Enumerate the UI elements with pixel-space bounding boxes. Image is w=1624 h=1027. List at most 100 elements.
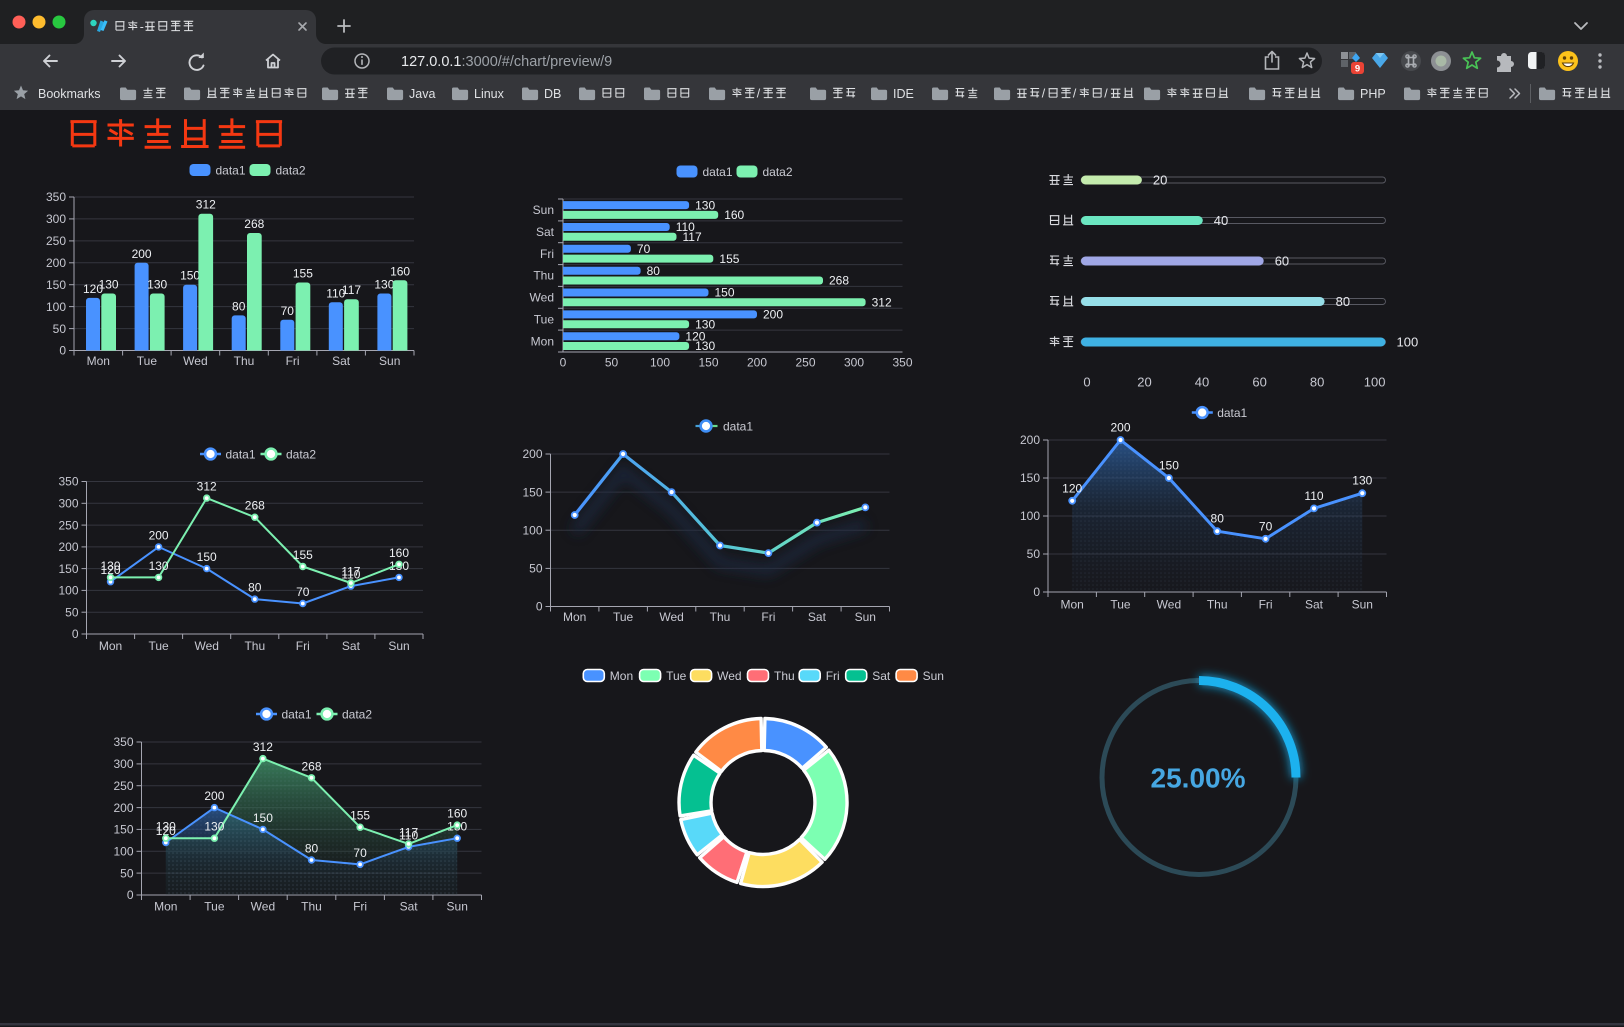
svg-text:130: 130 bbox=[204, 820, 224, 834]
svg-text:268: 268 bbox=[301, 759, 321, 773]
svg-text:100: 100 bbox=[58, 584, 78, 598]
svg-text:312: 312 bbox=[253, 740, 273, 754]
svg-text:Mon: Mon bbox=[1061, 598, 1084, 612]
svg-text:150: 150 bbox=[522, 485, 542, 499]
svg-text:0: 0 bbox=[72, 627, 79, 641]
svg-text:160: 160 bbox=[724, 208, 744, 222]
svg-text:/: / bbox=[1042, 87, 1046, 101]
svg-text:data1: data1 bbox=[703, 165, 733, 179]
svg-text:70: 70 bbox=[296, 585, 310, 599]
svg-text:160: 160 bbox=[447, 807, 467, 821]
svg-text:Wed: Wed bbox=[717, 669, 741, 683]
svg-text:40: 40 bbox=[1214, 213, 1228, 228]
svg-text:312: 312 bbox=[872, 296, 892, 310]
svg-text:Wed: Wed bbox=[194, 639, 218, 653]
svg-text:117: 117 bbox=[342, 283, 361, 297]
svg-text:Fri: Fri bbox=[296, 639, 310, 653]
svg-text:Sat: Sat bbox=[342, 639, 361, 653]
svg-text:data1: data1 bbox=[723, 419, 753, 433]
svg-text:100: 100 bbox=[1397, 335, 1419, 350]
svg-text:0: 0 bbox=[59, 344, 66, 358]
svg-text:70: 70 bbox=[281, 304, 295, 318]
svg-text:155: 155 bbox=[350, 809, 370, 823]
svg-text:Sun: Sun bbox=[1352, 598, 1373, 612]
svg-text:Sun: Sun bbox=[379, 354, 400, 368]
svg-text:/: / bbox=[757, 87, 761, 101]
svg-text:200: 200 bbox=[204, 789, 224, 803]
svg-text:data1: data1 bbox=[1217, 406, 1247, 420]
svg-text:155: 155 bbox=[293, 267, 313, 281]
svg-text:60: 60 bbox=[1275, 254, 1289, 269]
svg-text:250: 250 bbox=[46, 234, 66, 248]
svg-text:Thu: Thu bbox=[301, 900, 322, 914]
svg-text:Wed: Wed bbox=[251, 900, 275, 914]
svg-text:80: 80 bbox=[248, 581, 262, 595]
svg-text:155: 155 bbox=[719, 252, 739, 266]
svg-text:80: 80 bbox=[305, 842, 319, 856]
svg-text:Sun: Sun bbox=[447, 900, 468, 914]
svg-text:150: 150 bbox=[197, 550, 217, 564]
svg-text:Sat: Sat bbox=[332, 354, 351, 368]
svg-text:Tue: Tue bbox=[204, 900, 225, 914]
svg-text:Fri: Fri bbox=[826, 669, 840, 683]
svg-text:Thu: Thu bbox=[244, 639, 265, 653]
svg-text:100: 100 bbox=[1020, 509, 1040, 523]
svg-text:/: / bbox=[1104, 87, 1108, 101]
svg-text:Wed: Wed bbox=[183, 354, 207, 368]
svg-text:155: 155 bbox=[293, 548, 313, 562]
svg-text:150: 150 bbox=[1020, 471, 1040, 485]
svg-text:130: 130 bbox=[100, 559, 120, 573]
svg-text:150: 150 bbox=[715, 286, 735, 300]
svg-text:250: 250 bbox=[795, 356, 815, 370]
svg-text:110: 110 bbox=[399, 828, 418, 842]
svg-text:Mon: Mon bbox=[563, 610, 586, 624]
svg-text:130: 130 bbox=[156, 820, 176, 834]
svg-text:150: 150 bbox=[113, 823, 133, 837]
svg-text:120: 120 bbox=[156, 824, 176, 838]
svg-text:/: / bbox=[1073, 87, 1077, 101]
svg-text:Sat: Sat bbox=[536, 225, 555, 239]
svg-text:Sat: Sat bbox=[400, 900, 419, 914]
svg-text:Tue: Tue bbox=[1110, 598, 1131, 612]
svg-text:200: 200 bbox=[149, 528, 169, 542]
svg-text:Bookmarks: Bookmarks bbox=[38, 87, 101, 101]
svg-text:130: 130 bbox=[695, 339, 715, 353]
svg-text:130: 130 bbox=[147, 278, 167, 292]
svg-text:Fri: Fri bbox=[761, 610, 775, 624]
svg-text:200: 200 bbox=[522, 447, 542, 461]
svg-text:130: 130 bbox=[695, 317, 715, 331]
svg-text:110: 110 bbox=[341, 568, 360, 582]
svg-text:150: 150 bbox=[698, 356, 718, 370]
svg-text:200: 200 bbox=[113, 801, 133, 815]
svg-text:300: 300 bbox=[844, 356, 864, 370]
svg-text:Tue: Tue bbox=[534, 312, 555, 326]
svg-text:Wed: Wed bbox=[530, 291, 554, 305]
svg-text:Thu: Thu bbox=[234, 354, 255, 368]
svg-text:Fri: Fri bbox=[353, 900, 367, 914]
svg-text:Tue: Tue bbox=[137, 354, 158, 368]
svg-text:Sun: Sun bbox=[533, 203, 554, 217]
svg-text:80: 80 bbox=[1336, 294, 1350, 309]
svg-text:0: 0 bbox=[560, 356, 567, 370]
svg-text:150: 150 bbox=[253, 811, 273, 825]
svg-text:100: 100 bbox=[650, 356, 670, 370]
svg-text:Fri: Fri bbox=[1259, 598, 1273, 612]
svg-text:Tue: Tue bbox=[666, 669, 687, 683]
svg-text:80: 80 bbox=[1310, 375, 1324, 390]
svg-text:Mon: Mon bbox=[154, 900, 177, 914]
svg-text:data2: data2 bbox=[342, 707, 372, 721]
svg-text:PHP: PHP bbox=[1360, 87, 1386, 101]
svg-text:data1: data1 bbox=[226, 447, 256, 461]
svg-text:130: 130 bbox=[99, 278, 119, 292]
svg-text:50: 50 bbox=[529, 562, 543, 576]
svg-text:200: 200 bbox=[132, 247, 152, 261]
svg-text:Mon: Mon bbox=[610, 669, 633, 683]
svg-text:data2: data2 bbox=[763, 165, 793, 179]
svg-text:40: 40 bbox=[1195, 375, 1209, 390]
svg-text:Tue: Tue bbox=[148, 639, 169, 653]
svg-text:Mon: Mon bbox=[87, 354, 110, 368]
svg-text:data2: data2 bbox=[276, 164, 306, 178]
svg-text:Sat: Sat bbox=[808, 610, 827, 624]
svg-text:300: 300 bbox=[113, 757, 133, 771]
svg-text:110: 110 bbox=[326, 286, 345, 300]
